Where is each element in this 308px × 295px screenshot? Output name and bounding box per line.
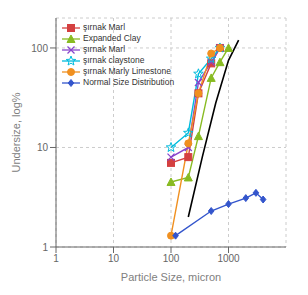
svg-text:10: 10: [108, 253, 120, 264]
svg-text:Undersize, log%: Undersize, log%: [10, 92, 22, 172]
html-text:şırnak Marly Limestone: şırnak Marly Limestone: [83, 66, 171, 76]
svg-text:Particle Size, micron: Particle Size, micron: [121, 271, 221, 283]
svg-text:100: 100: [31, 43, 48, 54]
svg-text:1: 1: [42, 242, 48, 253]
html-text:Expanded Clay: Expanded Clay: [83, 33, 141, 43]
html-text:şırnak claystone: şırnak claystone: [83, 55, 145, 65]
svg-text:100: 100: [163, 253, 180, 264]
svg-text:1: 1: [53, 253, 59, 264]
html-text:Normal Size Distribution: Normal Size Distribution: [83, 77, 175, 87]
svg-text:1000: 1000: [217, 253, 240, 264]
html-text:şırnak Marl: şırnak Marl: [83, 22, 125, 32]
svg-text:10: 10: [37, 142, 49, 153]
html-text:şırnak Marl: şırnak Marl: [83, 44, 125, 54]
